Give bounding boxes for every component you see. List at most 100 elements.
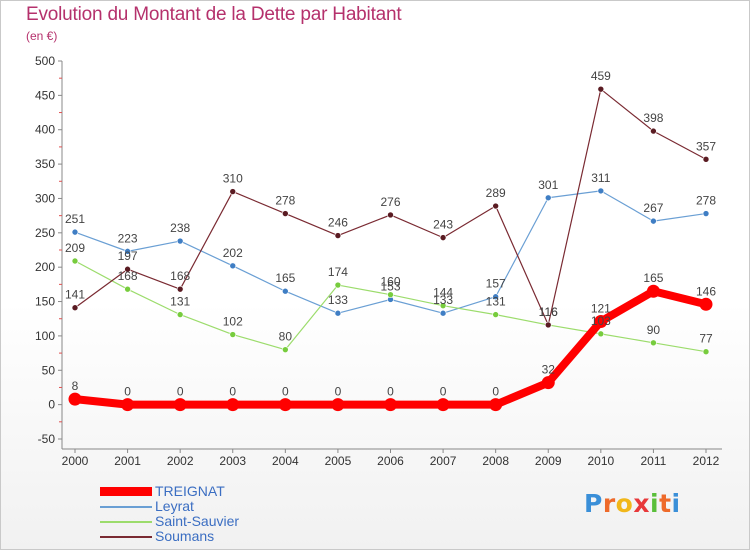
series-point [278, 398, 292, 412]
series-point [173, 398, 187, 412]
y-tick-label: 0 [48, 398, 55, 412]
data-label: 0 [282, 385, 289, 399]
data-label: 0 [124, 385, 131, 399]
series-point [384, 398, 397, 412]
series-point [544, 194, 552, 202]
data-label: 357 [696, 139, 716, 153]
data-label: 289 [486, 186, 506, 200]
series-point [176, 237, 184, 245]
data-label: 90 [647, 323, 661, 337]
data-label: 141 [65, 288, 85, 302]
data-label: 168 [118, 269, 138, 283]
data-label: 278 [696, 194, 716, 208]
data-label: 144 [433, 286, 453, 300]
series-point [702, 210, 710, 217]
y-tick-label: 400 [35, 123, 55, 137]
series-point [229, 262, 237, 270]
data-label: 103 [591, 314, 611, 328]
data-label: 116 [539, 305, 558, 319]
data-label: 0 [229, 385, 236, 399]
data-label: 267 [643, 201, 663, 215]
x-tick-label: 2004 [272, 454, 299, 468]
series-point [650, 217, 657, 225]
series-point [492, 293, 499, 301]
series-point [121, 398, 135, 412]
data-label: 251 [65, 212, 85, 226]
data-label: 276 [380, 195, 400, 209]
series-point [439, 302, 447, 309]
chart-title: Evolution du Montant de la Dette par Hab… [26, 4, 402, 25]
series-point [71, 257, 79, 265]
series-point [334, 309, 342, 317]
data-label: 0 [387, 385, 394, 399]
x-tick-label: 2011 [641, 454, 667, 468]
chart-subtitle: (en €) [26, 29, 58, 43]
y-tick-label: 300 [35, 191, 55, 205]
data-label: 223 [118, 231, 138, 245]
data-label: 0 [440, 385, 447, 399]
legend-label: TREIGNAT [155, 483, 225, 499]
legend-swatch [100, 487, 152, 496]
series-point [594, 314, 608, 328]
x-tick-label: 2006 [377, 454, 404, 468]
data-label: 133 [433, 293, 453, 307]
data-label: 153 [380, 279, 400, 293]
series-point [541, 376, 555, 390]
series-point [489, 398, 503, 412]
series-point [702, 155, 710, 163]
y-tick-label: 150 [35, 295, 55, 309]
series-point [387, 291, 394, 298]
data-label: 157 [486, 277, 506, 291]
series-point [226, 398, 240, 412]
x-tick-label: 2010 [587, 454, 614, 468]
series-point [282, 210, 289, 217]
series-point [387, 211, 394, 219]
series-point [229, 188, 237, 195]
x-tick-label: 2012 [693, 454, 720, 468]
series-point [124, 285, 131, 293]
series-point [176, 285, 184, 293]
data-label: 80 [279, 330, 293, 344]
series-point [436, 398, 450, 412]
data-label: 131 [486, 295, 506, 309]
series-point [331, 398, 345, 412]
series-point [282, 346, 289, 353]
series-point [439, 309, 447, 317]
data-label: 165 [643, 271, 663, 285]
series-point [492, 202, 499, 210]
series-point [699, 297, 713, 311]
x-tick-label: 2008 [482, 454, 509, 468]
series-point [544, 321, 552, 329]
series-point [334, 281, 342, 289]
data-label: 398 [643, 111, 663, 125]
series-point [229, 331, 237, 338]
data-label: 202 [223, 246, 243, 260]
data-label: 146 [696, 284, 716, 298]
legend-label: Leyrat [155, 498, 194, 514]
series-point [334, 232, 342, 239]
data-label: 32 [542, 363, 556, 377]
y-tick-label: 200 [35, 260, 55, 274]
data-label: 246 [328, 216, 348, 230]
series-point [492, 311, 499, 318]
data-label: 0 [177, 385, 184, 399]
x-tick-label: 2009 [535, 454, 562, 468]
data-label: 0 [492, 385, 499, 399]
data-label: 131 [170, 295, 190, 309]
series-point [597, 85, 605, 93]
data-label: 102 [223, 315, 243, 329]
x-tick-label: 2007 [430, 454, 457, 468]
y-tick-label: 500 [35, 54, 55, 68]
series-point [597, 187, 605, 195]
data-label: 311 [591, 171, 610, 185]
y-tick-label: 350 [35, 157, 55, 171]
x-tick-label: 2005 [325, 454, 352, 468]
data-label: 459 [591, 69, 611, 83]
legend-label: Soumans [155, 528, 215, 544]
series-point [68, 392, 82, 406]
series-point [597, 330, 605, 338]
series-point [646, 284, 660, 298]
x-tick-label: 2003 [219, 454, 246, 468]
y-tick-label: -50 [38, 432, 56, 446]
y-tick-label: 250 [35, 226, 55, 240]
